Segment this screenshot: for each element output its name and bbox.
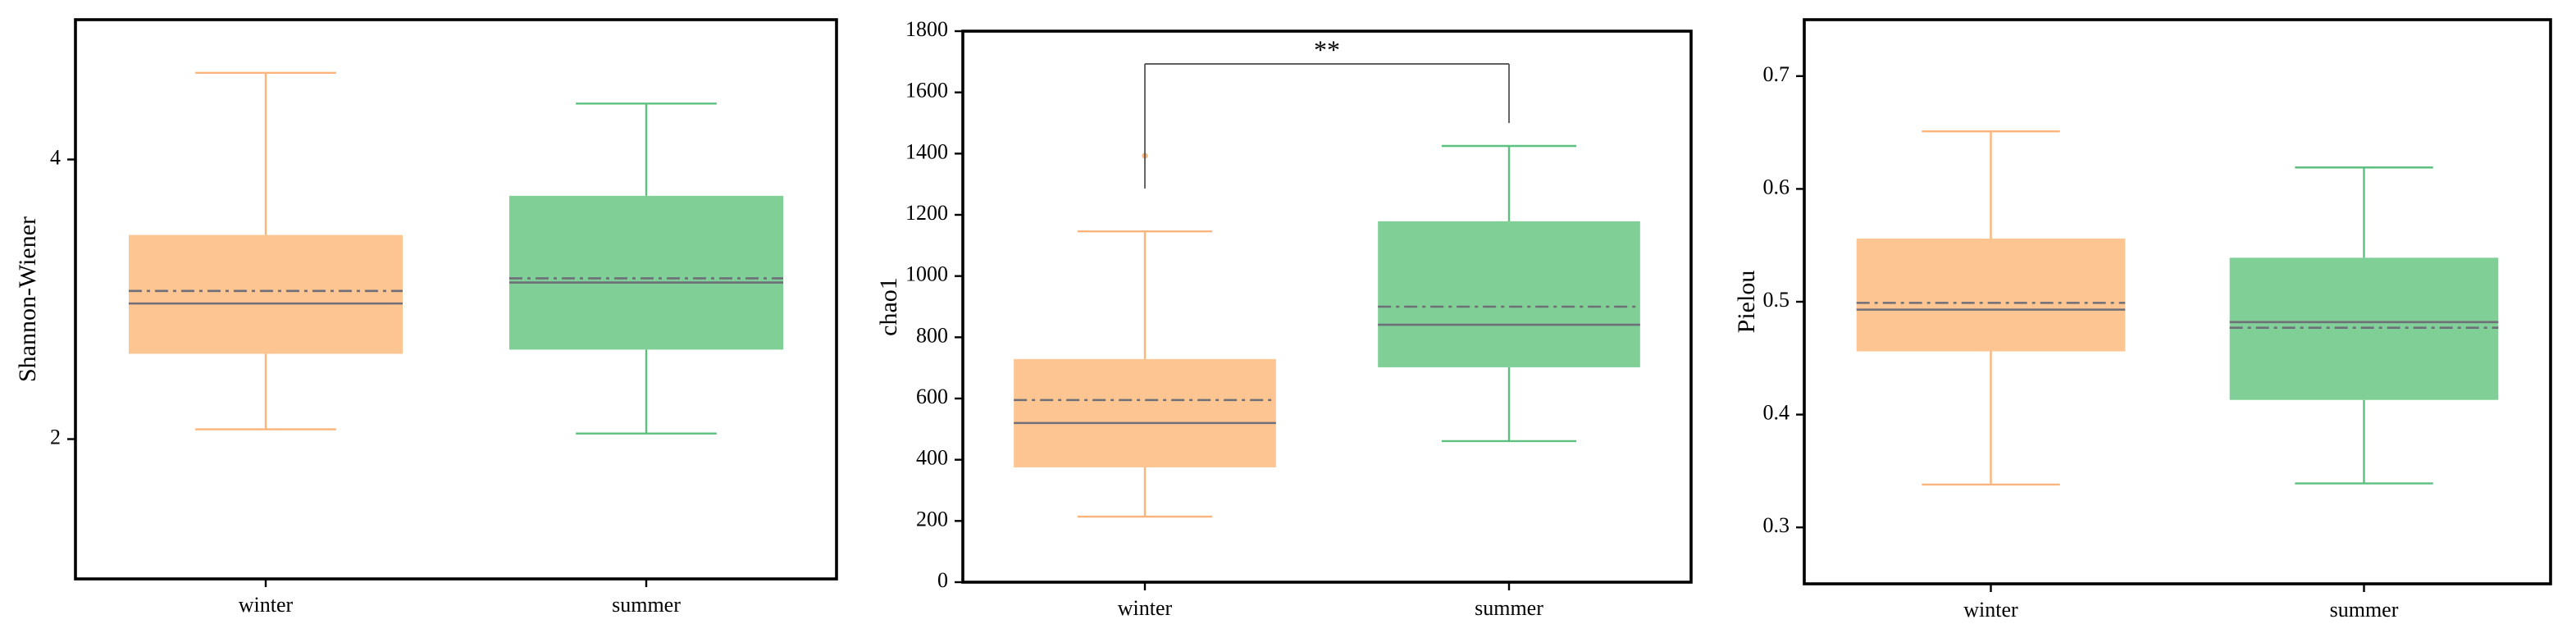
y-tick-label: 1000	[905, 262, 948, 286]
y-tick-label: 800	[916, 323, 948, 347]
x-tick-label: summer	[2330, 598, 2399, 622]
y-tick-label: 0.5	[1763, 288, 1790, 312]
significance: **	[1314, 34, 1340, 64]
y-tick-label: 400	[916, 446, 948, 470]
y-axis-label: Shannon-Wiener	[14, 216, 41, 382]
y-tick-label: 0.4	[1763, 401, 1790, 425]
y-tick-label: 200	[916, 507, 948, 531]
y-tick-label: 0.7	[1763, 62, 1790, 86]
y-tick-label: 1600	[905, 79, 948, 102]
x-tick-label: winter	[239, 593, 294, 617]
y-tick-label: 0.3	[1763, 513, 1790, 537]
box	[2229, 257, 2499, 400]
x-tick-label: winter	[1963, 598, 2018, 622]
plot-frame	[961, 30, 1693, 584]
box	[1014, 358, 1276, 467]
plot-frame	[1803, 18, 2552, 585]
y-tick-label: 2	[50, 425, 61, 449]
y-tick-label: 1400	[905, 139, 948, 163]
x-tick-label: winter	[1118, 596, 1173, 620]
box	[1378, 221, 1640, 367]
x-tick-label: summer	[1475, 596, 1543, 620]
box	[508, 195, 784, 350]
y-tick-label: 0.6	[1763, 175, 1790, 198]
y-tick-label: 1800	[905, 17, 948, 41]
y-tick-label: 4	[50, 145, 61, 169]
plot-frame	[74, 18, 838, 581]
y-tick-label: 1200	[905, 201, 948, 225]
y-tick-label: 600	[916, 385, 948, 408]
y-axis-label: Pielou	[1733, 271, 1760, 334]
y-tick-label: 0	[937, 568, 948, 592]
box	[1856, 238, 2126, 352]
x-tick-label: summer	[612, 593, 681, 617]
y-axis-label: chao1	[875, 277, 902, 336]
box	[128, 235, 403, 354]
